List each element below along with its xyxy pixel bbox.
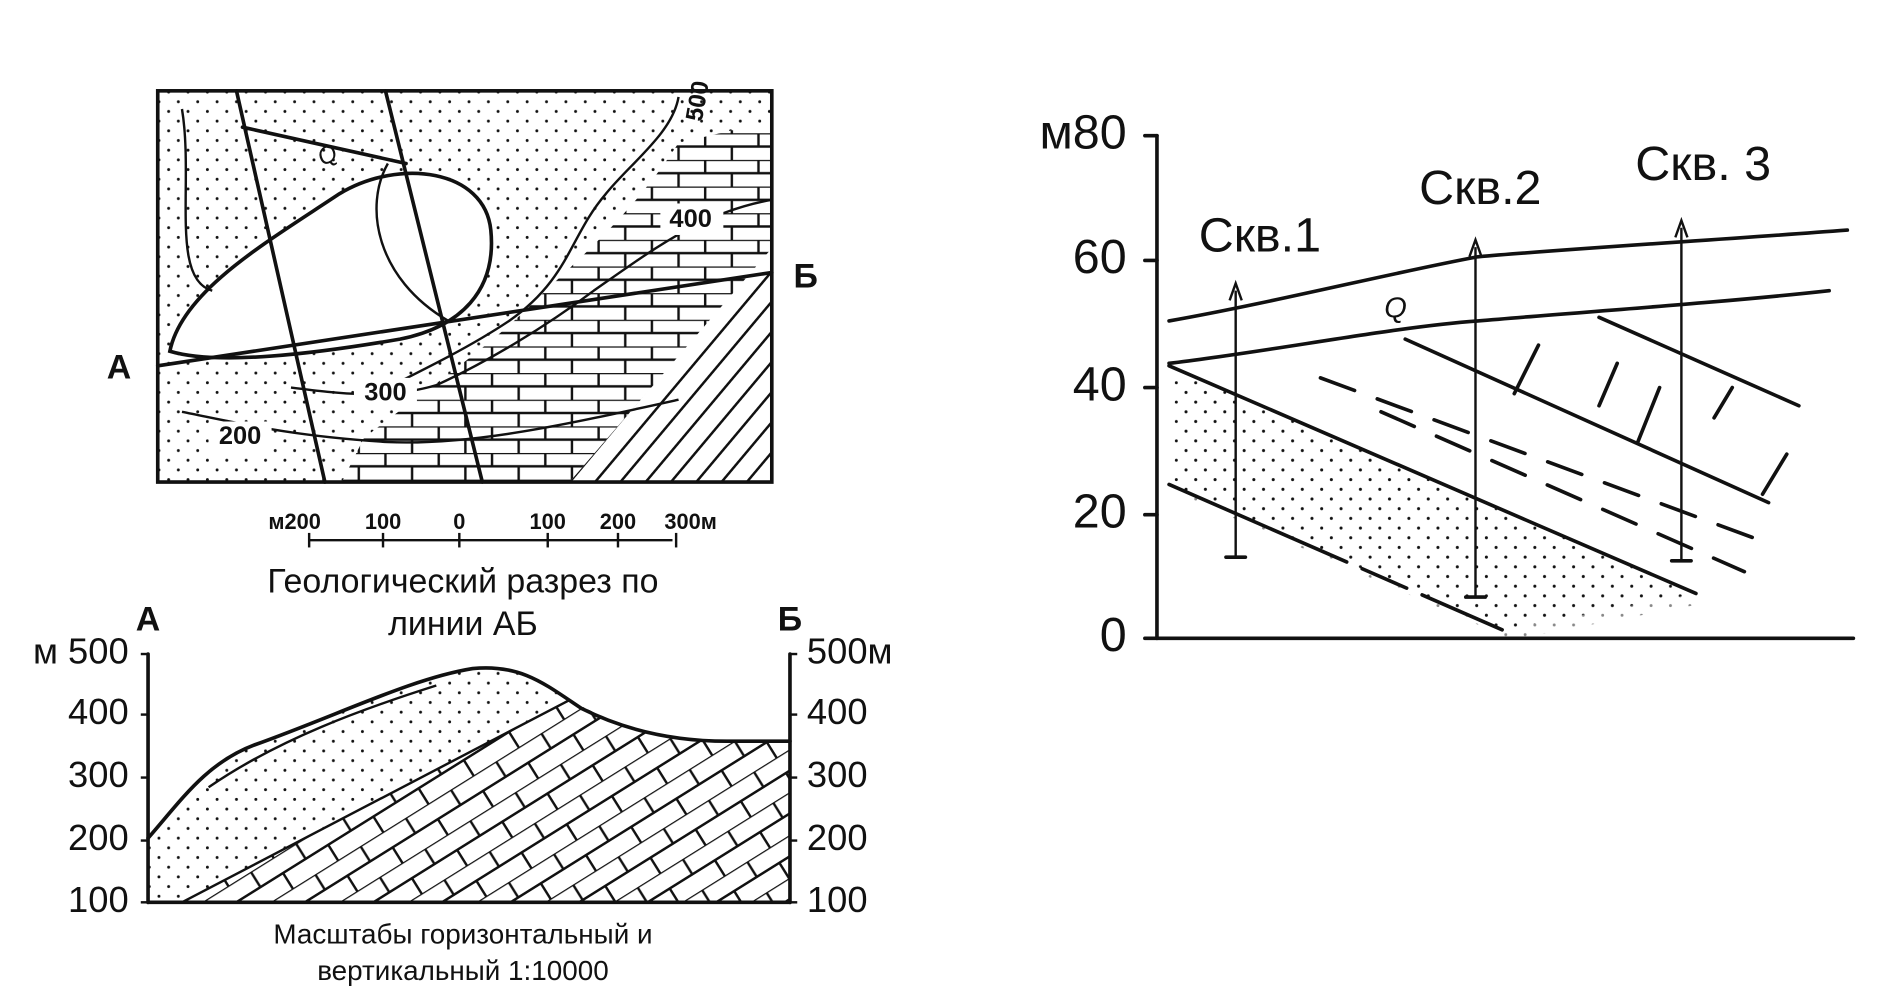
point-label: А	[136, 600, 161, 638]
axis-label: 400	[807, 691, 868, 732]
point-label: Б	[778, 600, 802, 638]
line	[155, 270, 774, 368]
line	[383, 89, 485, 484]
scale-label: 100	[530, 509, 566, 534]
axis-label: 0	[1100, 608, 1127, 662]
shape	[180, 108, 213, 292]
section-title: Геологический разрез по	[267, 563, 658, 601]
shape	[1167, 288, 1831, 366]
axis-label: 500м	[807, 631, 893, 672]
scale-label: м200	[268, 509, 321, 534]
shape	[375, 162, 450, 323]
scale-label: 300м	[664, 509, 717, 534]
area	[660, 203, 724, 235]
area	[208, 421, 272, 453]
line	[234, 89, 327, 484]
well-label: Скв.1	[1199, 208, 1321, 262]
q-label: Q	[1384, 293, 1407, 325]
area	[353, 377, 417, 410]
shape	[1167, 228, 1850, 323]
axis-label: 300	[807, 754, 868, 795]
caption: Масштабы горизонтальный и	[273, 919, 652, 950]
well-label: Скв. 3	[1635, 137, 1771, 191]
line	[1167, 482, 1504, 632]
axis-label: 100	[807, 879, 868, 920]
caption: вертикальный 1:10000	[317, 955, 609, 986]
axis-label: 200	[68, 817, 129, 858]
well-label: Скв.2	[1419, 161, 1541, 215]
line	[1635, 385, 1662, 444]
line	[181, 698, 571, 904]
contour-label: 400	[669, 205, 711, 233]
line	[1403, 337, 1771, 505]
point-label: А	[107, 348, 132, 386]
line	[1597, 361, 1620, 408]
cross-section: Геологический разрез по линии АБ А Б Мас…	[33, 563, 893, 986]
line	[1379, 409, 1747, 574]
contour-label: 200	[219, 422, 261, 450]
line	[1760, 452, 1789, 496]
shape	[1674, 216, 1689, 238]
line	[1597, 315, 1801, 408]
shape	[1468, 236, 1483, 258]
geologic-map: 500 400 300 200 Q А Б	[107, 79, 818, 484]
axis-label: 200	[807, 817, 868, 858]
section-title: линии АБ	[388, 605, 538, 643]
line	[1512, 343, 1541, 396]
axis-label: 300	[68, 754, 129, 795]
shape	[169, 173, 492, 358]
shape	[1228, 279, 1243, 301]
axis-label: 40	[1073, 357, 1127, 411]
shape	[148, 667, 570, 903]
shape	[207, 684, 437, 789]
axis-label: м 500	[33, 631, 129, 672]
scale-bar: м200 100 0 100 200 300м	[268, 509, 717, 548]
axis-label: 400	[68, 691, 129, 732]
shape	[167, 171, 494, 360]
scale-label: 100	[365, 509, 401, 534]
scale-label: 0	[453, 509, 465, 534]
area	[155, 89, 774, 484]
line	[1318, 376, 1759, 541]
axis-label: м80	[1039, 105, 1126, 159]
point-label: Б	[794, 258, 818, 296]
scale-label: 200	[600, 509, 636, 534]
shape	[146, 666, 792, 840]
axis-label: 100	[68, 879, 129, 920]
line	[1167, 363, 1698, 596]
shape	[181, 700, 790, 903]
axis-label: 60	[1073, 230, 1127, 284]
line	[240, 125, 408, 166]
line	[1712, 385, 1735, 420]
shape	[1178, 375, 1706, 640]
axis-label: 20	[1073, 485, 1127, 539]
contour-label: 300	[364, 378, 406, 406]
borehole-section: Скв.1 Скв.2 Скв. 3 Q м80 60 40 20 0	[1039, 105, 1856, 662]
